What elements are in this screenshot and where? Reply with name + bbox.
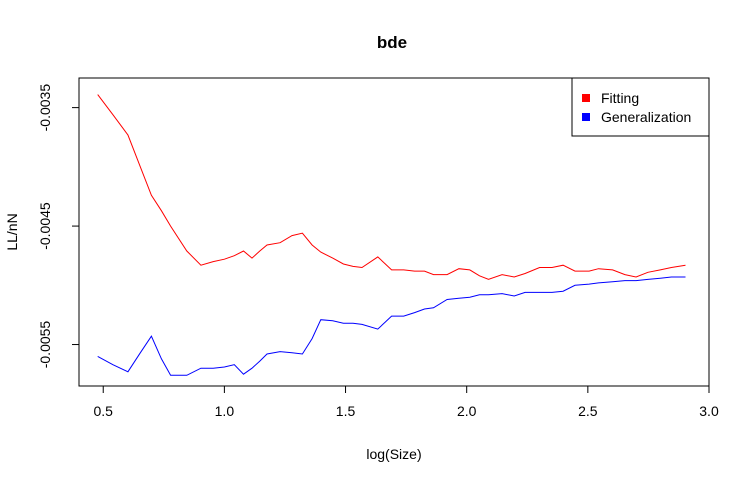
x-tick-label: 2.0: [457, 403, 477, 419]
x-tick-label: 0.5: [93, 403, 113, 419]
y-tick-label: -0.0045: [37, 202, 53, 250]
y-axis-label: LL/nN: [4, 213, 20, 250]
chart-title: bde: [377, 33, 407, 52]
plot-frame: [78, 77, 710, 387]
x-axis-label: log(Size): [366, 446, 421, 462]
y-tick-label: -0.0035: [37, 84, 53, 132]
y-axis: -0.0035 -0.0045 -0.0055: [37, 84, 79, 369]
legend: Fitting Generalization: [571, 77, 710, 137]
x-axis: 0.5 1.0 1.5 2.0 2.5 3.0: [93, 386, 719, 419]
x-tick-label: 1.5: [336, 403, 356, 419]
legend-label-generalization: Generalization: [601, 109, 691, 125]
y-tick-label: -0.0055: [37, 321, 53, 369]
x-tick-label: 3.0: [699, 403, 719, 419]
x-tick-label: 2.5: [578, 403, 598, 419]
series-layer: [97, 94, 686, 376]
x-tick-label: 1.0: [215, 403, 235, 419]
legend-swatch-fitting: [582, 94, 590, 102]
legend-swatch-generalization: [582, 113, 590, 121]
legend-label-fitting: Fitting: [601, 90, 639, 106]
series-line-fitting: [97, 94, 686, 280]
series-line-generalization: [97, 276, 686, 376]
legend-box: [571, 77, 710, 137]
